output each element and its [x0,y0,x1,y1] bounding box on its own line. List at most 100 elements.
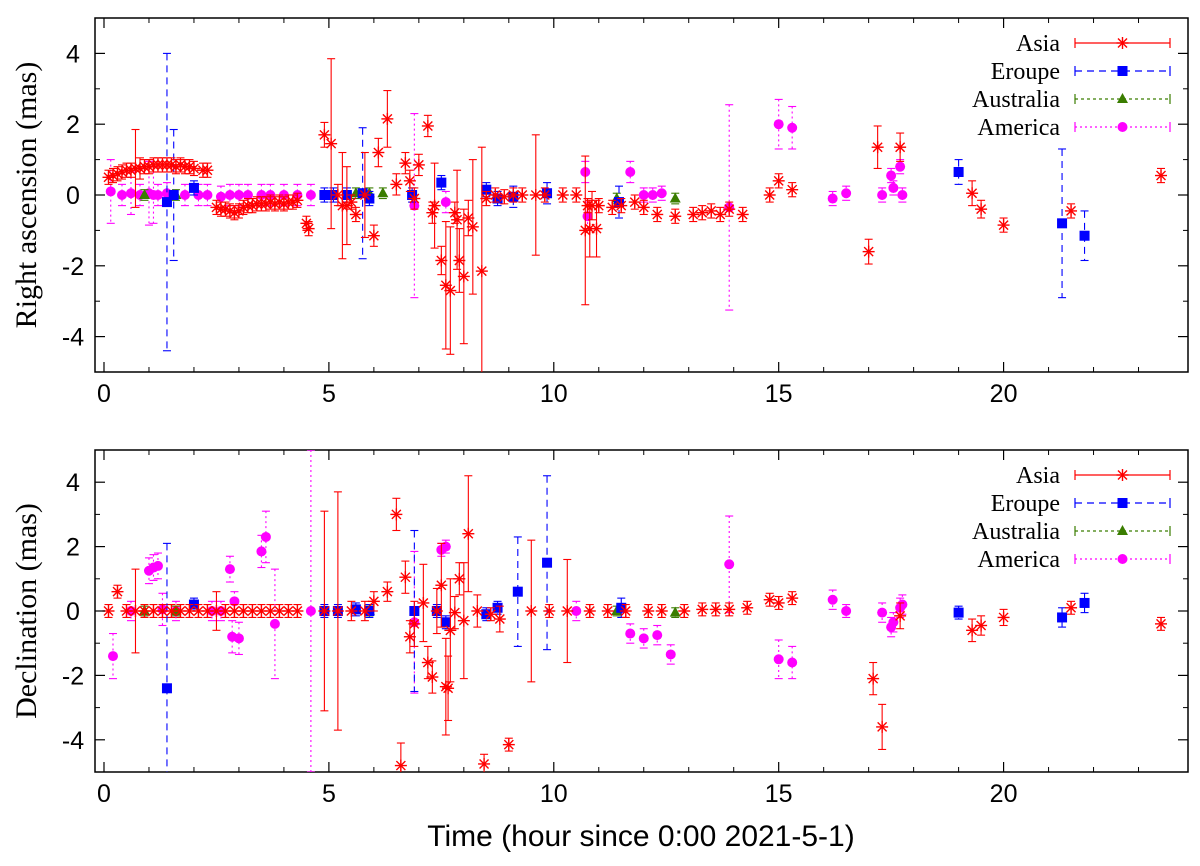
america-point [656,185,667,201]
eroupe-marker [1079,597,1090,608]
asia-marker-stroke [166,606,177,616]
asia-point [615,197,628,214]
asia-point [696,602,709,617]
asia-point [583,604,596,618]
asia-point [637,199,650,216]
america-marker-shape [229,596,240,607]
asia-marker-stroke [476,266,487,277]
asia-marker [975,619,988,632]
america-point [224,555,235,583]
asia-marker [871,141,884,154]
asia-marker [451,213,464,226]
america-marker [242,190,253,200]
asia-marker-stroke [188,163,199,174]
eroupe-marker [542,557,553,568]
asia-point [421,114,434,138]
asia-marker [367,229,380,242]
eroupe-marker-shape [512,586,523,597]
asia-marker [381,585,394,598]
america-marker [179,190,190,200]
asia-marker-stroke [454,255,465,266]
america-marker-shape [152,190,163,200]
america-point [787,645,798,680]
asia-point [619,604,632,618]
x-tick-label: 20 [990,380,1018,408]
asia-marker [516,189,529,201]
america-marker [724,559,735,570]
asia-point [894,602,907,630]
legend-marker-asia [1116,37,1129,49]
legend-marker-america [1117,122,1128,132]
y-tick-label: 4 [66,469,80,497]
asia-point [687,206,700,223]
asia-marker-stroke [557,190,568,200]
asia-point [484,607,497,622]
asia-marker [201,164,214,177]
asia-marker [475,265,488,278]
eroupe-marker [188,599,199,610]
asia-marker [318,605,331,617]
america-point [152,183,163,207]
asia-point [736,206,749,223]
america-point [827,190,838,207]
asia-marker [705,204,718,217]
australia-marker [669,192,681,203]
asia-marker-stroke [787,184,798,195]
america-marker-shape [440,197,451,208]
asia-marker-stroke [517,190,528,200]
asia-marker [786,183,799,196]
asia-marker-stroke [454,573,465,584]
asia-marker [403,174,416,187]
asia-point [966,180,979,207]
top-data-points [102,52,1168,372]
asia-point [201,162,214,178]
asia-marker-stroke [391,179,402,190]
america-marker [233,633,244,644]
america-marker [895,161,906,172]
asia-marker-stroke [193,606,204,616]
america-point [107,632,118,680]
asia-marker [399,157,412,170]
asia-marker [448,206,461,219]
asia-point [1155,616,1168,631]
asia-marker-stroke [359,190,370,200]
eroupe-point [188,180,199,196]
america-marker [841,606,852,616]
america-marker [202,190,213,200]
asia-marker [696,603,709,616]
asia-point [381,90,394,148]
asia-point [570,187,583,203]
asia-marker [894,141,907,154]
america-point [179,183,190,207]
asia-point [966,618,979,643]
legend-label-australia: Australia [972,519,1060,545]
america-marker [152,560,163,571]
asia-marker-stroke [697,207,708,218]
asia-point [475,146,488,372]
asia-point [426,660,439,694]
america-marker [827,594,838,605]
asia-point [723,602,736,617]
eroupe-marker-shape [953,607,964,618]
asia-point [529,134,542,256]
eroupe-marker [492,193,503,204]
asia-marker [129,605,142,617]
asia-marker-stroke [895,610,906,621]
x-tick-label: 5 [322,380,336,408]
asia-marker-stroke [409,193,420,204]
eroupe-marker-shape [161,683,172,694]
eroupe-marker-shape [616,602,627,613]
asia-marker-stroke [346,606,357,616]
america-marker-shape [787,657,798,668]
america-point [440,539,451,554]
asia-marker-stroke [121,606,132,616]
america-marker-shape [440,541,451,552]
asia-point [372,137,385,168]
eroupe-marker-shape [542,557,553,568]
asia-marker-stroke [130,606,141,616]
asia-marker [219,203,232,216]
asia-point [187,160,200,177]
eroupe-marker [953,166,964,177]
legend-marker-asia-stroke [1117,38,1128,48]
